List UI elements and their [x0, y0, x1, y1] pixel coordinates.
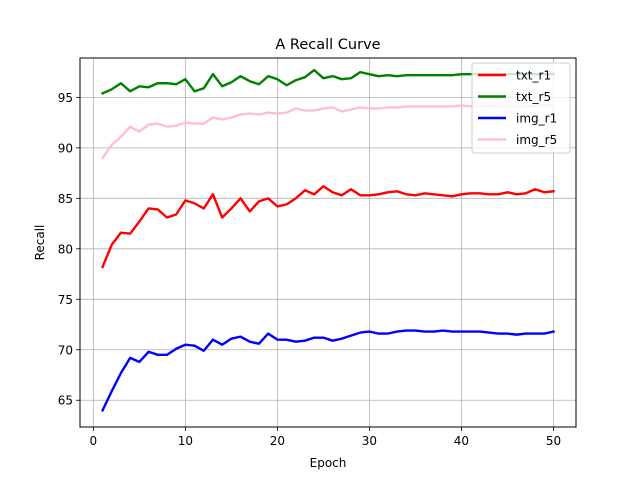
- series-line-txt-r1: [100, 185, 555, 269]
- x-tick-label: 50: [546, 434, 561, 448]
- x-tick-label: 10: [178, 434, 193, 448]
- legend: txt_r1 txt_r5 img_r1 img_r5: [471, 62, 571, 154]
- series-line-img-r1: [100, 329, 555, 412]
- ticks: 0 10 20 30 40 50 65 70 75 80 85 90 95: [58, 91, 561, 448]
- plot-frame: [79, 57, 577, 428]
- x-tick-label: 0: [90, 434, 98, 448]
- y-tick-label: 95: [58, 91, 73, 105]
- x-tick-label: 30: [362, 434, 377, 448]
- y-tick-label: 65: [58, 394, 73, 408]
- legend-label: img_r1: [516, 112, 557, 126]
- y-tick-label: 70: [58, 343, 73, 357]
- y-tick-label: 90: [58, 141, 73, 155]
- legend-box: [471, 62, 571, 154]
- legend-label: img_r5: [516, 133, 557, 147]
- legend-label: txt_r5: [516, 90, 551, 104]
- chart-title: A Recall Curve: [275, 37, 380, 53]
- y-tick-label: 75: [58, 293, 73, 307]
- legend-label: txt_r1: [516, 69, 551, 83]
- y-tick-label: 80: [58, 242, 73, 256]
- y-axis-label: Recall: [33, 225, 47, 261]
- x-tick-label: 40: [454, 434, 469, 448]
- x-tick-label: 20: [270, 434, 285, 448]
- x-axis-label: Epoch: [310, 456, 347, 470]
- y-tick-label: 85: [58, 192, 73, 206]
